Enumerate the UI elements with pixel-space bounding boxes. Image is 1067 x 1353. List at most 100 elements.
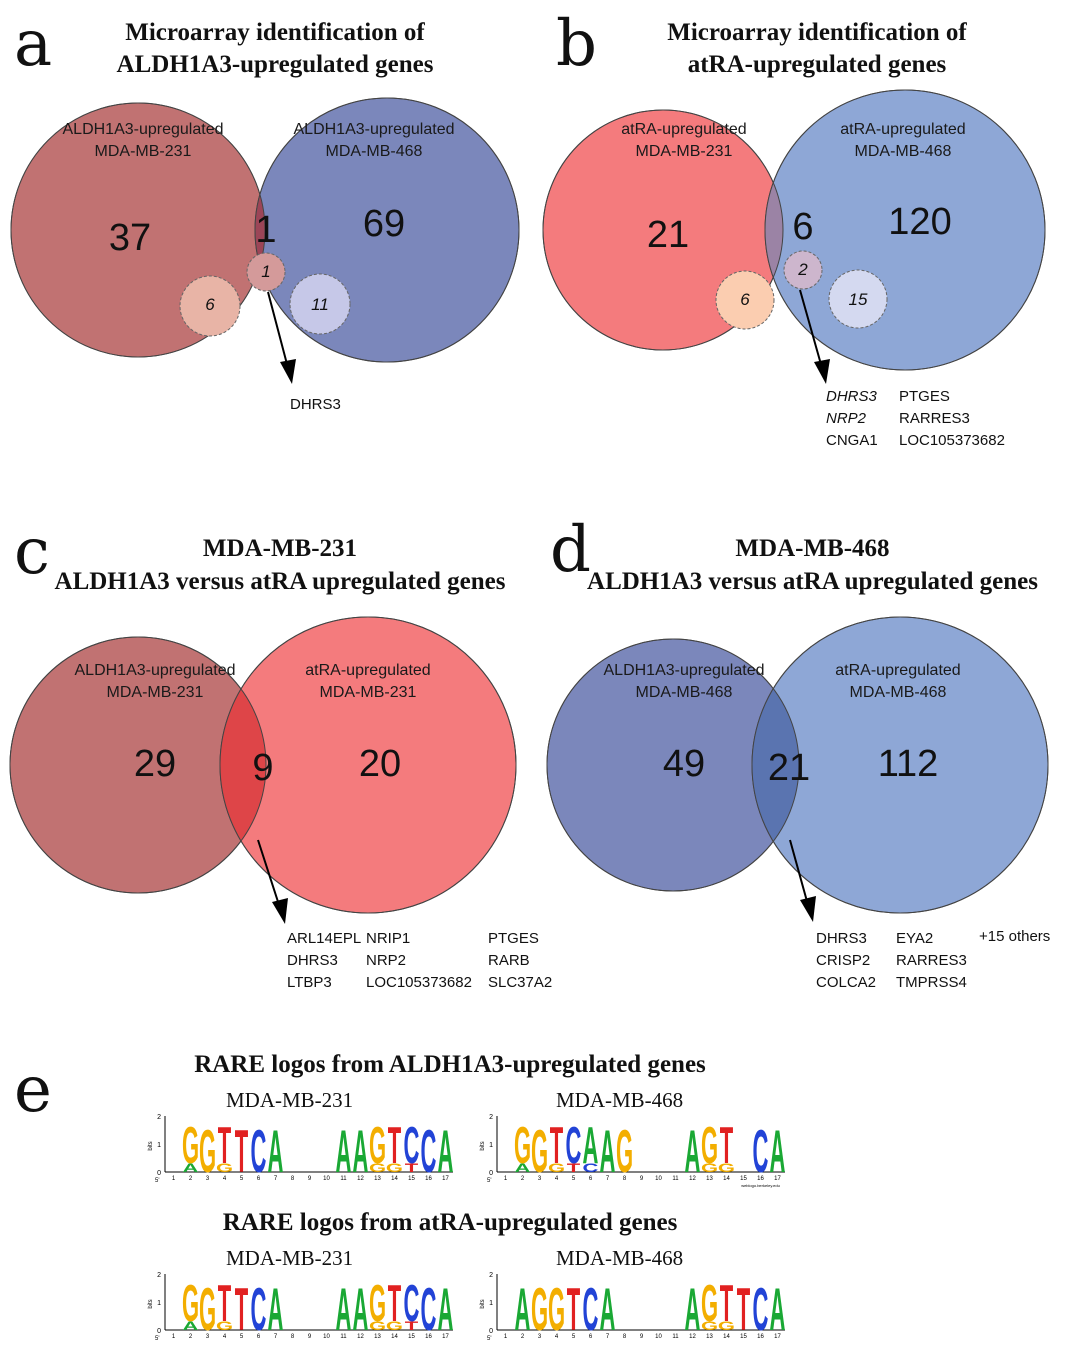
logo-x-tick: 6 bbox=[257, 1334, 261, 1340]
panel-b-title-line2: atRA-upregulated genes bbox=[687, 51, 947, 78]
logo-x-tick: 10 bbox=[323, 1334, 330, 1340]
logo-letter-T: T bbox=[405, 1319, 419, 1333]
logo-letter-G: G bbox=[548, 1161, 565, 1175]
logo-x-tick: 9 bbox=[640, 1176, 644, 1182]
logo-y-label: bits bbox=[480, 1141, 486, 1150]
logo-x-tick: 12 bbox=[357, 1334, 364, 1340]
logo-letter-G: G bbox=[199, 1276, 216, 1344]
logo-x-tick: 8 bbox=[291, 1176, 295, 1182]
logo-x-tick: 6 bbox=[257, 1176, 261, 1182]
logo-x-tick: 12 bbox=[689, 1176, 696, 1182]
logo-x-tick: 3 bbox=[538, 1334, 542, 1340]
logo-letter-G: G bbox=[199, 1118, 216, 1186]
logo-letter-T: T bbox=[218, 1275, 232, 1332]
panel-c-letter: c bbox=[14, 515, 50, 589]
venn-b-overlap-subset-count: 2 bbox=[798, 260, 808, 279]
logo-credit: weblogo.berkeley.edu bbox=[741, 1183, 780, 1188]
logo-x-tick: 5 bbox=[572, 1334, 576, 1340]
panel-e-sub-atra-231: MDA-MB-231 bbox=[226, 1246, 354, 1270]
venn-b-right-subset-count: 15 bbox=[848, 290, 868, 309]
logo-x-tick: 2 bbox=[521, 1176, 525, 1182]
logo-x-tick: 16 bbox=[425, 1176, 432, 1182]
venn-d-left-label: ALDH1A3-upregulated MDA-MB-468 bbox=[603, 662, 765, 701]
logo-x-tick: 1 bbox=[172, 1176, 176, 1182]
logo-x-tick: 11 bbox=[672, 1176, 679, 1182]
venn-b-arrow bbox=[799, 289, 823, 369]
venn-c-gene-list-col2: NRIP1 NRP2 LOC105373682 bbox=[366, 930, 472, 991]
logo-x-tick: 13 bbox=[374, 1176, 381, 1182]
logo-x-tick: 7 bbox=[274, 1176, 278, 1182]
logo-x-tick: 7 bbox=[606, 1334, 610, 1340]
logo-x-tick: 9 bbox=[640, 1334, 644, 1340]
venn-c-arrowhead bbox=[272, 898, 288, 924]
logo-letter-C: C bbox=[753, 1276, 769, 1344]
logo-letter-G: G bbox=[369, 1275, 386, 1332]
logo-letter-G: G bbox=[182, 1275, 199, 1332]
panel-e-letter: e bbox=[14, 1053, 52, 1127]
logo-letter-C: C bbox=[566, 1117, 582, 1174]
venn-a-overlap-count: 1 bbox=[255, 209, 277, 251]
logo-x-tick: 3 bbox=[538, 1176, 542, 1182]
logo-letter-C: C bbox=[421, 1276, 437, 1344]
logo-letter-T: T bbox=[567, 1276, 581, 1344]
logo-letter-G: G bbox=[718, 1161, 735, 1175]
panel-b-letter: b bbox=[556, 7, 597, 81]
logo-five-prime: 5' bbox=[487, 1336, 491, 1342]
logo-letter-T: T bbox=[567, 1161, 581, 1175]
logo-letter-G: G bbox=[701, 1161, 718, 1175]
rare-logo-aldh-231: 012bits5'3'1234567891011121314151617AGGG… bbox=[148, 1114, 453, 1186]
logo-y-tick: 1 bbox=[157, 1142, 161, 1149]
logo-x-tick: 8 bbox=[623, 1334, 627, 1340]
rare-logo-atra-231: 012bits5'3'1234567891011121314151617AGGG… bbox=[148, 1272, 453, 1344]
logo-letter-G: G bbox=[216, 1161, 233, 1175]
panel-d-title-line1: MDA-MB-468 bbox=[735, 535, 890, 562]
panel-a-title-line2: ALDH1A3-upregulated genes bbox=[116, 51, 434, 78]
venn-a-right-label: ALDH1A3-upregulated MDA-MB-468 bbox=[293, 121, 455, 160]
venn-canvas bbox=[9, 89, 1049, 924]
logo-letter-A: A bbox=[336, 1118, 352, 1186]
venn-a-right-count: 69 bbox=[362, 203, 406, 245]
logo-letter-A: A bbox=[353, 1276, 369, 1344]
panel-a-letter: a bbox=[14, 7, 53, 81]
venn-c-gene-list-col3: PTGES RARB SLC37A2 bbox=[488, 930, 553, 991]
logo-x-tick: 6 bbox=[589, 1176, 593, 1182]
logo-x-tick: 15 bbox=[408, 1334, 415, 1340]
logo-x-tick: 1 bbox=[172, 1334, 176, 1340]
venn-b-right-count: 120 bbox=[888, 201, 952, 243]
logo-x-tick: 11 bbox=[340, 1176, 347, 1182]
logo-letter-T: T bbox=[737, 1276, 751, 1344]
logo-letter-G: G bbox=[548, 1276, 565, 1344]
venn-c bbox=[9, 616, 517, 924]
logo-letter-G: G bbox=[531, 1276, 548, 1344]
logo-x-tick: 16 bbox=[757, 1176, 764, 1182]
logo-letter-T: T bbox=[550, 1117, 564, 1174]
logo-y-tick: 2 bbox=[489, 1272, 493, 1279]
logo-letter-A: A bbox=[183, 1319, 199, 1333]
venn-b-gene-list-col2: PTGES RARRES3 LOC105373682 bbox=[899, 388, 1005, 449]
logo-x-tick: 14 bbox=[723, 1176, 730, 1182]
logo-five-prime: 5' bbox=[155, 1178, 159, 1184]
logo-x-tick: 9 bbox=[308, 1176, 312, 1182]
logo-x-tick: 13 bbox=[374, 1334, 381, 1340]
logo-x-tick: 4 bbox=[223, 1334, 227, 1340]
logo-letter-G: G bbox=[369, 1117, 386, 1174]
logo-letter-G: G bbox=[701, 1319, 718, 1333]
logo-letter-G: G bbox=[514, 1117, 531, 1174]
venn-a-right-subset bbox=[289, 273, 351, 335]
venn-d bbox=[546, 616, 1049, 922]
logo-y-label: bits bbox=[148, 1141, 154, 1150]
logo-y-tick: 1 bbox=[489, 1142, 493, 1149]
logo-letter-G: G bbox=[701, 1117, 718, 1174]
logo-letter-C: C bbox=[421, 1118, 437, 1186]
logo-x-tick: 9 bbox=[308, 1334, 312, 1340]
logo-letter-C: C bbox=[583, 1161, 599, 1175]
logo-x-tick: 1 bbox=[504, 1334, 508, 1340]
logo-x-tick: 17 bbox=[774, 1334, 781, 1340]
venn-a bbox=[10, 97, 520, 384]
logo-x-tick: 10 bbox=[323, 1176, 330, 1182]
venn-d-left-count: 49 bbox=[662, 743, 706, 785]
logo-x-tick: 10 bbox=[655, 1334, 662, 1340]
logo-y-tick: 2 bbox=[157, 1272, 161, 1279]
venn-d-arrowhead bbox=[800, 896, 816, 922]
venn-d-others-note: +15 others bbox=[979, 928, 1051, 945]
